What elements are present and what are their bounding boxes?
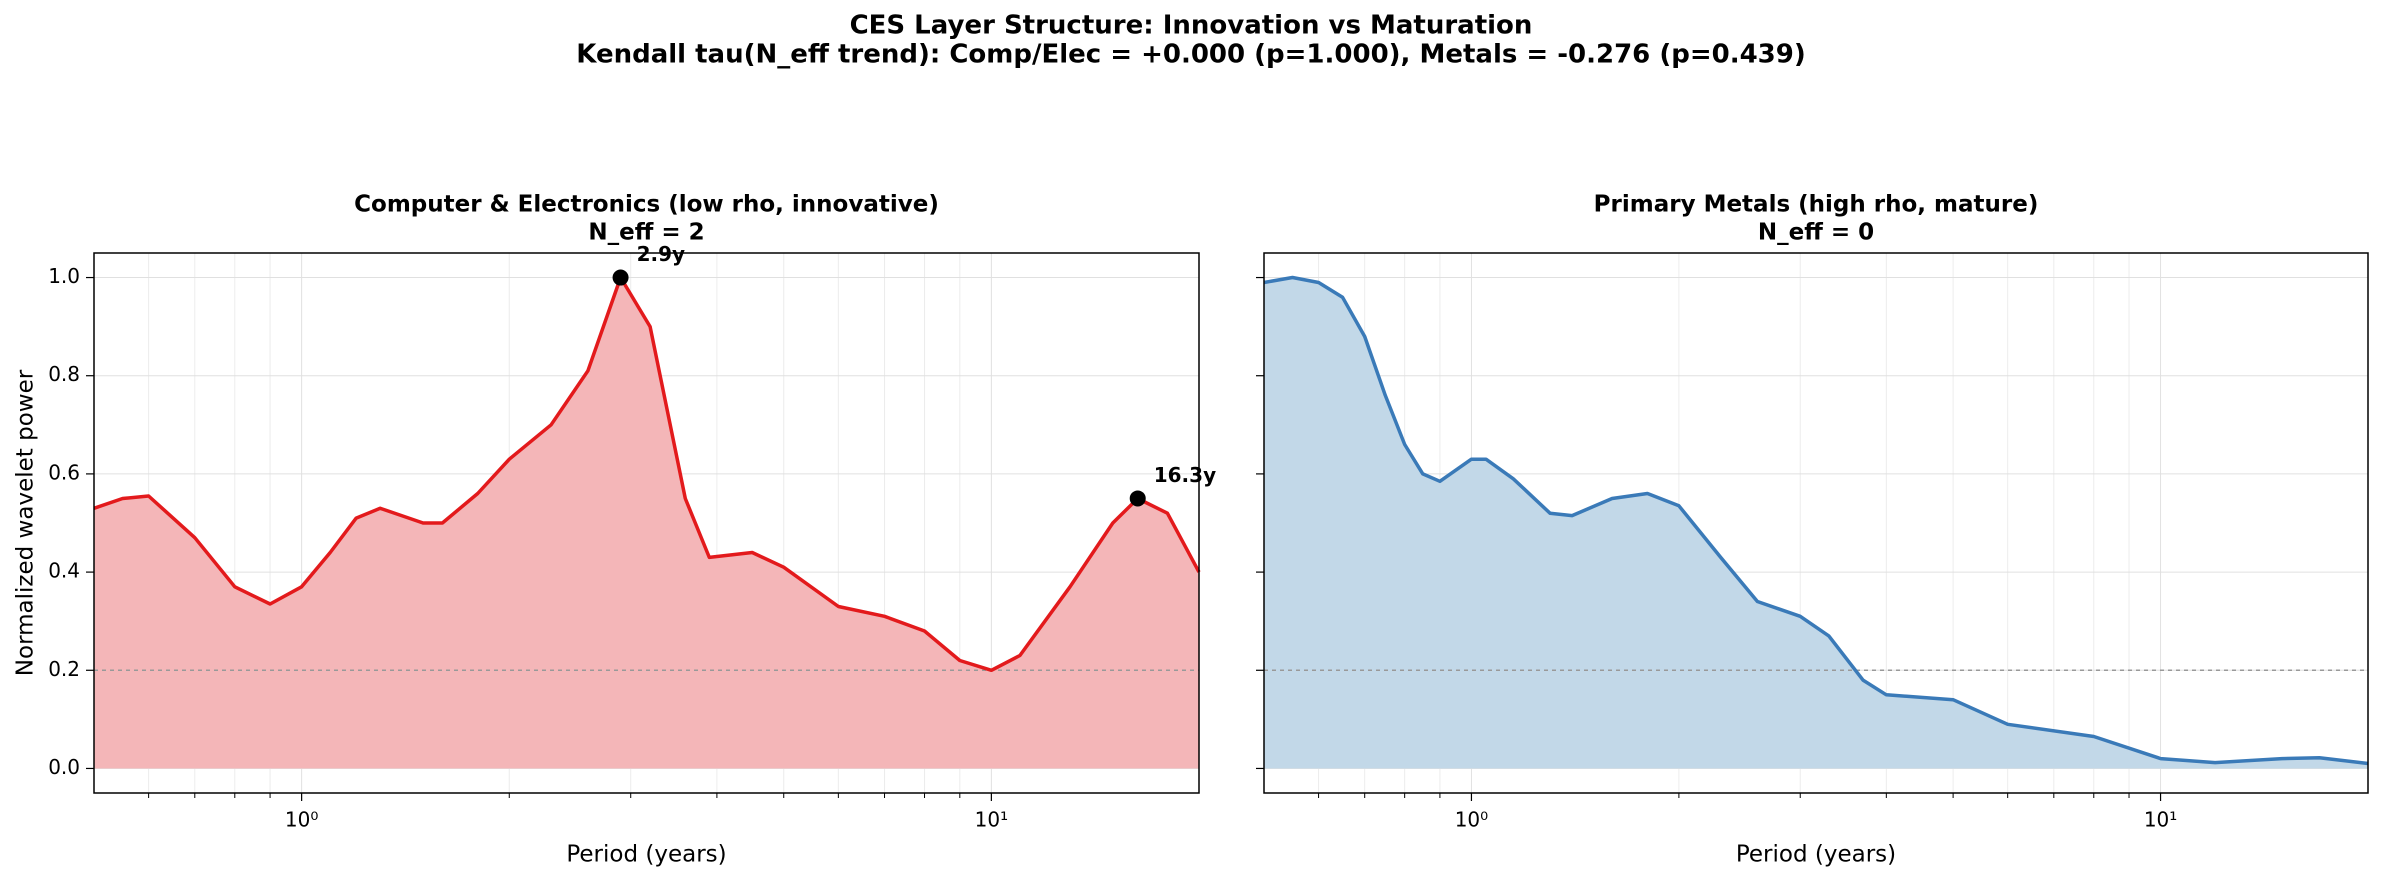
plot-frame <box>1263 252 2369 794</box>
curve <box>1263 275 2369 766</box>
peak-label: 2.9y <box>637 242 685 266</box>
y-tick-label: 0.6 <box>48 460 80 484</box>
y-axis-label: Normalized wavelet power <box>13 369 39 676</box>
y-tick-label: 0.2 <box>48 657 80 681</box>
chart-subtitle: N_eff = 2 <box>588 220 704 246</box>
y-tick-label: 0.0 <box>48 755 80 779</box>
x-axis-label: Period (years) <box>566 842 726 868</box>
figure-title: CES Layer Structure: Innovation vs Matur… <box>850 11 1533 41</box>
x-tick-label: 10¹ <box>2144 808 2177 832</box>
x-axis-label: Period (years) <box>1736 842 1896 868</box>
plot-frame <box>93 252 1200 794</box>
area-fill <box>94 277 1199 769</box>
figure-subtitle: Kendall tau(N_eff trend): Comp/Elec = +0… <box>576 40 1805 70</box>
y-tick-label: 0.4 <box>48 559 80 583</box>
x-tick-label: 10⁰ <box>285 808 318 832</box>
chart-title: Computer & Electronics (low rho, innovat… <box>354 192 939 218</box>
x-tick-label: 10⁰ <box>1455 808 1488 832</box>
chart-title: Primary Metals (high rho, mature) <box>1594 192 2039 218</box>
peak-label: 16.3y <box>1154 463 1216 487</box>
chart-subtitle: N_eff = 0 <box>1758 220 1874 246</box>
area-fill <box>1264 277 2368 769</box>
x-tick-label: 10¹ <box>975 808 1008 832</box>
peak-marker <box>612 269 629 286</box>
y-tick-label: 1.0 <box>48 264 80 288</box>
y-tick-label: 0.8 <box>48 362 80 386</box>
peak-marker <box>1129 490 1146 507</box>
